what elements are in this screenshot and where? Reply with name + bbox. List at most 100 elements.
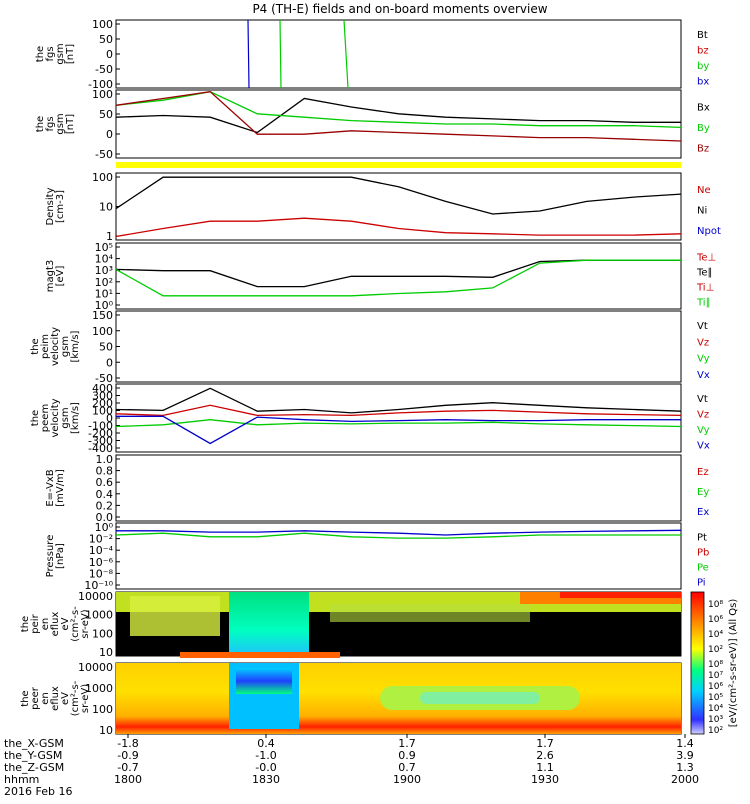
legend-entry: Ti∥ bbox=[696, 298, 711, 309]
y-tick-label: 100 bbox=[92, 18, 113, 31]
x-row-label: the_Y-GSM bbox=[4, 749, 62, 762]
legend-entry: By bbox=[697, 123, 710, 134]
y-tick-label: 10⁻⁶ bbox=[89, 556, 114, 569]
y-tick-label: 400 bbox=[92, 382, 113, 395]
panel-frame bbox=[115, 310, 682, 383]
y-axis-label-line: peir bbox=[30, 613, 41, 633]
y-tick-label: -100 bbox=[88, 420, 113, 433]
legend-entry: Te∥ bbox=[696, 268, 713, 279]
legend-entry: Pt bbox=[697, 533, 707, 544]
series-line-pressure-Pt bbox=[116, 529, 682, 536]
series-line-temperature-Te∥ bbox=[115, 259, 681, 288]
y-tick-label: 10⁻⁸ bbox=[89, 567, 114, 580]
quality-flag-bar bbox=[116, 162, 681, 168]
y-tick-label: 10⁻¹⁰ bbox=[84, 579, 113, 592]
y-axis-label-line: [km/s] bbox=[70, 330, 81, 362]
y-axis-label-line: [eV] bbox=[55, 266, 66, 287]
x-tick-value: 1.7 bbox=[398, 737, 416, 750]
colorbar-tick: 10² bbox=[708, 726, 723, 736]
y-tick-label: 10000 bbox=[78, 661, 113, 674]
series-layer bbox=[115, 19, 682, 539]
series-line-fgs_gsm_2-Bx bbox=[115, 97, 681, 134]
colorbar-tick: 10⁴ bbox=[708, 704, 723, 714]
x-tick-value: 3.9 bbox=[676, 749, 694, 762]
series-line-fgs_gsm_2-By bbox=[115, 91, 682, 129]
y-tick-label: 10⁰ bbox=[95, 299, 114, 312]
x-tick-value: 2000 bbox=[671, 773, 699, 786]
x-tick-value: 1930 bbox=[531, 773, 559, 786]
y-tick-label: 0.2 bbox=[96, 499, 114, 512]
legend-entry: Vt bbox=[697, 394, 708, 405]
x-tick-value: 1.7 bbox=[536, 737, 554, 750]
y-axis-label-line: the bbox=[20, 616, 31, 632]
colorbar-tick: 10² bbox=[708, 645, 723, 655]
legend-entry: Vx bbox=[697, 370, 710, 381]
y-axis-label-line: sr-eV) bbox=[80, 684, 91, 713]
y-axis-label-line: fgs bbox=[45, 116, 56, 131]
y-tick-label: 10³ bbox=[95, 264, 113, 277]
colorbar-tick: 10⁵ bbox=[708, 693, 723, 703]
x-tick-value: -0.0 bbox=[255, 761, 276, 774]
y-tick-label: -300 bbox=[88, 435, 113, 448]
legend-entry: Vy bbox=[697, 425, 710, 436]
legend-entry: Bz bbox=[697, 144, 709, 155]
y-tick-label: -400 bbox=[88, 442, 113, 455]
y-axis-label-line: peem bbox=[40, 404, 51, 432]
x-tick-value: 0.7 bbox=[398, 761, 416, 774]
legend-entry: Ni bbox=[697, 206, 707, 217]
colorbar-tick: 10⁸ bbox=[708, 600, 723, 610]
series-line-temperature-Ti∥ bbox=[115, 259, 681, 297]
y-tick-label: 10² bbox=[95, 276, 113, 289]
y-axis-label-line: [nT] bbox=[65, 114, 76, 134]
legend-entry: bz bbox=[697, 45, 709, 56]
panel-frame bbox=[115, 172, 682, 241]
x-tick-value: -0.9 bbox=[117, 749, 138, 762]
y-axis-label-line: magt3 bbox=[45, 260, 56, 293]
series-line-peem_velocity-Vt bbox=[115, 387, 682, 414]
y-axis-label-line: fgs bbox=[45, 46, 56, 61]
y-axis-label-line: [km/s] bbox=[70, 402, 81, 434]
y-tick-label: 0.8 bbox=[96, 465, 114, 478]
y-axis-label-line: the bbox=[30, 410, 41, 426]
legend-entry: Pi bbox=[697, 578, 706, 589]
y-tick-label: 0.6 bbox=[96, 476, 114, 489]
y-axis-label-line: E=-VxB bbox=[45, 469, 56, 506]
y-axis-label-line: gsm bbox=[60, 336, 71, 357]
y-axis-label-line: (cm²-s- bbox=[70, 680, 81, 716]
legend-entry: Ez bbox=[697, 467, 709, 478]
x-tick-value: 0.4 bbox=[257, 737, 275, 750]
y-axis-label-line: the bbox=[20, 690, 31, 706]
y-axis-label-line: eflux bbox=[50, 612, 61, 637]
series-line-peem_velocity-Vx bbox=[116, 415, 681, 445]
legend-entry: Ti⊥ bbox=[696, 283, 714, 294]
colorbar-tick: 10⁶ bbox=[708, 682, 723, 692]
legend-entry: Vz bbox=[697, 337, 709, 348]
panel-frame bbox=[115, 522, 682, 590]
y-tick-label: 100 bbox=[92, 405, 113, 418]
peer-spectrogram-image bbox=[116, 663, 681, 734]
y-tick-label: 50 bbox=[99, 33, 113, 46]
y-tick-label: 200 bbox=[92, 397, 113, 410]
y-tick-label: 0 bbox=[106, 128, 113, 141]
y-axis-label-line: peim bbox=[40, 334, 51, 359]
y-tick-label: 50 bbox=[99, 108, 113, 121]
panel-frame bbox=[115, 383, 682, 453]
x-tick-value: 0.9 bbox=[398, 749, 416, 762]
colorbar-label: [eV/(cm²-s-sr-eV)] (All Qs) bbox=[728, 599, 739, 728]
y-tick-label: 0 bbox=[106, 48, 113, 61]
legend-entry: Ne bbox=[697, 185, 711, 196]
legend-entry: bx bbox=[697, 76, 709, 87]
y-tick-label: 10⁵ bbox=[95, 241, 113, 254]
panel-fgs_gsm: 100 50 0 -50 -100 the fgs gsm [nT] Bt bz by bx bbox=[35, 18, 709, 91]
y-tick-label: 100 bbox=[92, 703, 113, 716]
x-tick-value: -0.7 bbox=[117, 761, 138, 774]
x-tick-value: 1.3 bbox=[676, 761, 694, 774]
series-line-peem_velocity-Vy bbox=[115, 419, 682, 428]
y-axis-label-line: en bbox=[40, 618, 51, 631]
legend-entry: Vy bbox=[697, 354, 710, 365]
y-tick-label: 10000 bbox=[78, 590, 113, 603]
y-axis-label-line: [cm-3] bbox=[55, 190, 66, 223]
